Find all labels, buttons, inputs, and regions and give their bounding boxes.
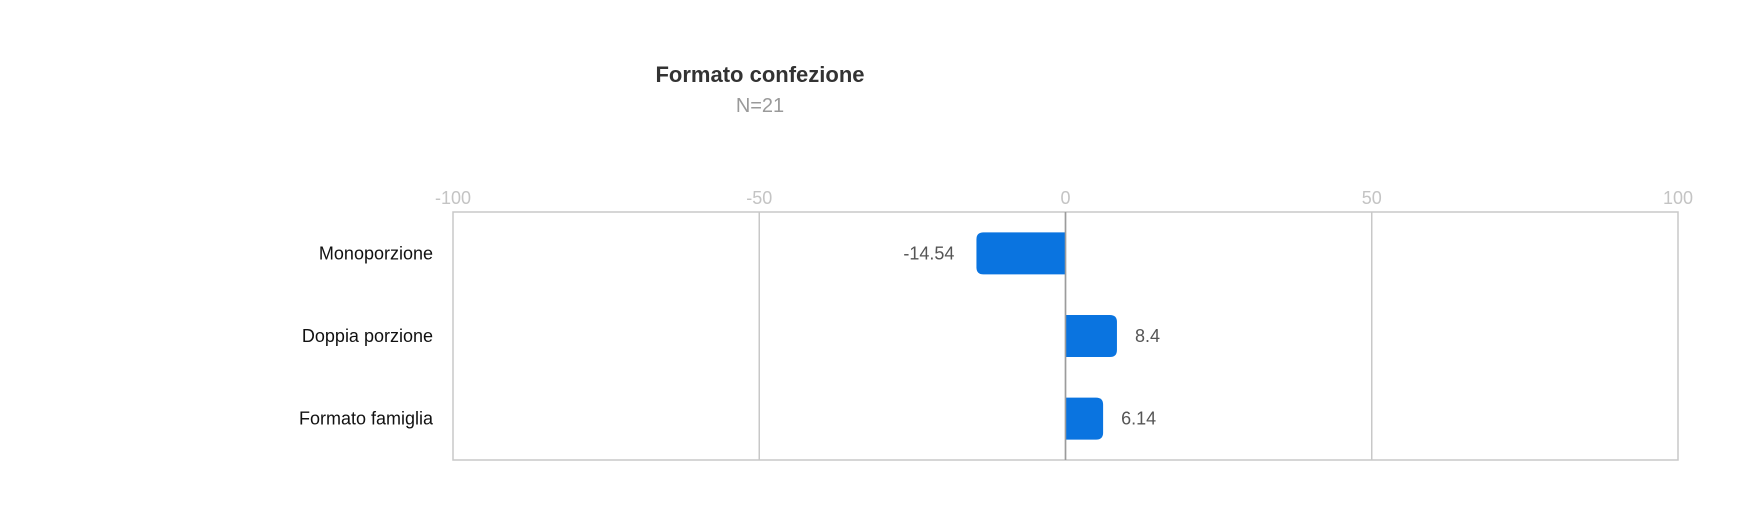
data-label: -14.54 <box>903 243 954 263</box>
x-tick-label: 100 <box>1663 188 1693 208</box>
data-label: 8.4 <box>1135 326 1160 346</box>
category-label: Monoporzione <box>319 243 433 263</box>
x-tick-label: 50 <box>1362 188 1382 208</box>
bar <box>1065 315 1117 357</box>
category-label: Formato famiglia <box>299 409 434 429</box>
data-label: 6.14 <box>1121 409 1156 429</box>
bar <box>1065 397 1104 440</box>
labels: Monoporzione -14.54 Doppia porzione 8.4 Form… <box>299 243 1160 428</box>
chart-title: Formato confezione <box>655 62 864 87</box>
category-label: Doppia porzione <box>302 326 433 346</box>
x-tick-label: -100 <box>435 188 471 208</box>
x-tick-label: 0 <box>1060 188 1070 208</box>
x-tick-label: -50 <box>746 188 772 208</box>
chart-subtitle: N=21 <box>736 95 784 117</box>
bar <box>976 232 1066 275</box>
bars <box>976 212 1117 460</box>
x-axis-ticks: -100 -50 0 50 100 <box>435 188 1693 208</box>
